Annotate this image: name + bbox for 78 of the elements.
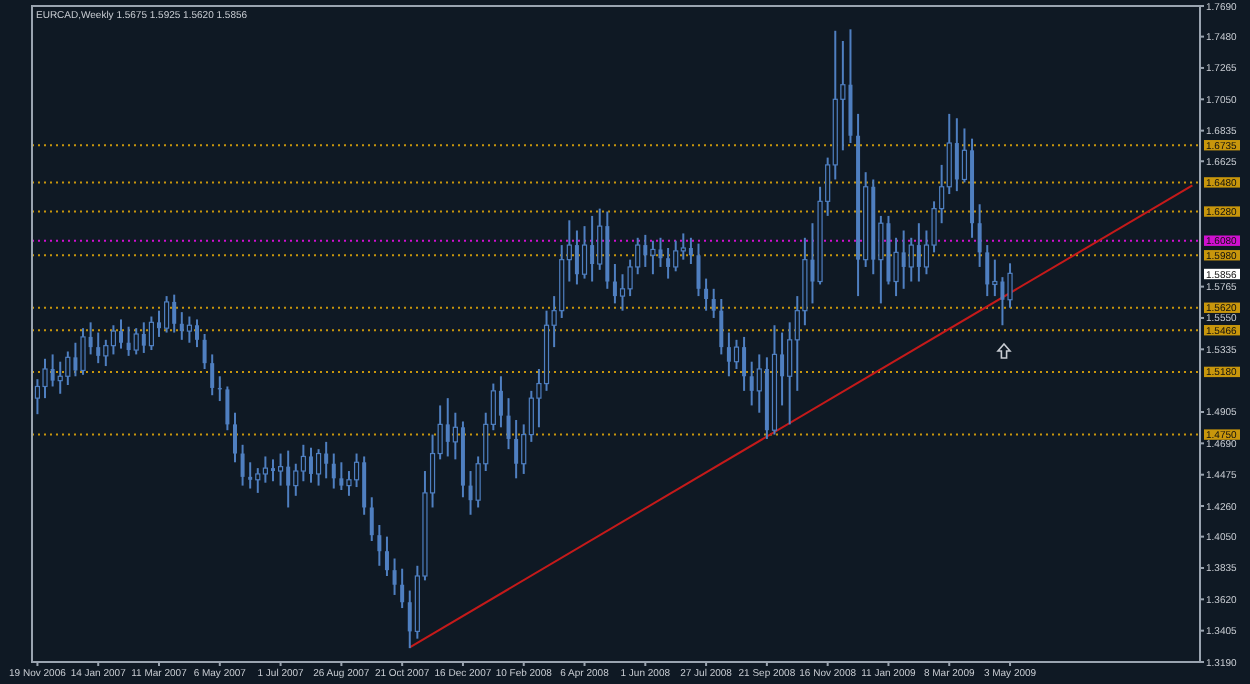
candlestick xyxy=(688,236,693,266)
candlestick xyxy=(96,331,101,365)
candlestick xyxy=(65,350,71,387)
candlestick xyxy=(73,341,78,378)
candlestick xyxy=(733,338,740,370)
candlestick xyxy=(726,331,731,378)
candlestick xyxy=(514,419,519,480)
candlestick xyxy=(673,239,679,273)
candlestick xyxy=(308,446,313,484)
candlestick xyxy=(300,443,306,483)
candlestick xyxy=(711,287,716,319)
candlestick xyxy=(749,360,754,407)
candlestick xyxy=(195,318,199,349)
candlestick xyxy=(468,470,473,516)
candlestick xyxy=(658,236,663,268)
candlestick xyxy=(240,443,245,487)
candlestick xyxy=(179,311,184,341)
candlestick xyxy=(901,229,906,290)
candlestick xyxy=(650,239,656,276)
candlestick xyxy=(369,496,374,542)
candlestick xyxy=(612,263,617,305)
candlestick xyxy=(384,535,389,577)
candlestick xyxy=(119,318,124,350)
candlestick xyxy=(445,397,450,458)
candlestick xyxy=(232,411,237,464)
candlestick xyxy=(992,258,998,298)
candlestick xyxy=(186,315,192,344)
candlestick xyxy=(574,229,579,286)
candlestick xyxy=(954,117,959,193)
candlestick xyxy=(270,458,275,483)
candlestick xyxy=(362,455,367,516)
candlestick xyxy=(164,295,170,334)
candlestick xyxy=(103,338,109,368)
candlestick xyxy=(202,333,207,370)
candlestick xyxy=(400,567,405,610)
candlestick xyxy=(148,315,155,352)
candlestick xyxy=(1000,276,1005,327)
candlestick xyxy=(331,452,336,490)
candlestick xyxy=(110,324,117,356)
candlestick xyxy=(157,309,161,338)
candlestick xyxy=(719,298,724,356)
candlestick xyxy=(666,246,671,280)
candlestick xyxy=(680,232,686,261)
candlestick xyxy=(210,353,215,397)
candlestick xyxy=(324,440,329,480)
candlestick xyxy=(42,357,48,400)
candlestick xyxy=(172,293,177,334)
candlestick xyxy=(506,397,511,451)
candlestick xyxy=(908,236,914,283)
candlestick xyxy=(377,523,382,567)
candlestick xyxy=(619,273,626,312)
candlestick xyxy=(643,233,648,268)
candlestick xyxy=(498,375,503,429)
candlestick xyxy=(248,461,253,490)
candlestick xyxy=(704,277,709,312)
candlestick xyxy=(225,385,230,432)
candlestick xyxy=(581,225,588,280)
candlestick xyxy=(339,461,344,491)
candlestick xyxy=(1007,262,1013,309)
candlestick xyxy=(262,455,268,484)
candlestick xyxy=(255,467,261,494)
candlestick xyxy=(293,462,299,497)
candlestick xyxy=(916,222,921,283)
candlestick xyxy=(346,470,352,497)
candlestick xyxy=(315,448,322,487)
candlestick xyxy=(50,353,55,388)
candlestick xyxy=(985,244,990,298)
candlestick xyxy=(392,557,397,596)
candlestick xyxy=(590,214,595,283)
candlestick xyxy=(286,449,291,509)
candlestick xyxy=(133,327,139,356)
candlestick xyxy=(80,327,86,376)
candlestick xyxy=(277,452,284,487)
candlestick xyxy=(742,335,747,392)
candlestick xyxy=(696,242,701,298)
candlestick xyxy=(126,325,131,357)
candlestick xyxy=(977,203,982,268)
candlestick xyxy=(141,321,146,354)
